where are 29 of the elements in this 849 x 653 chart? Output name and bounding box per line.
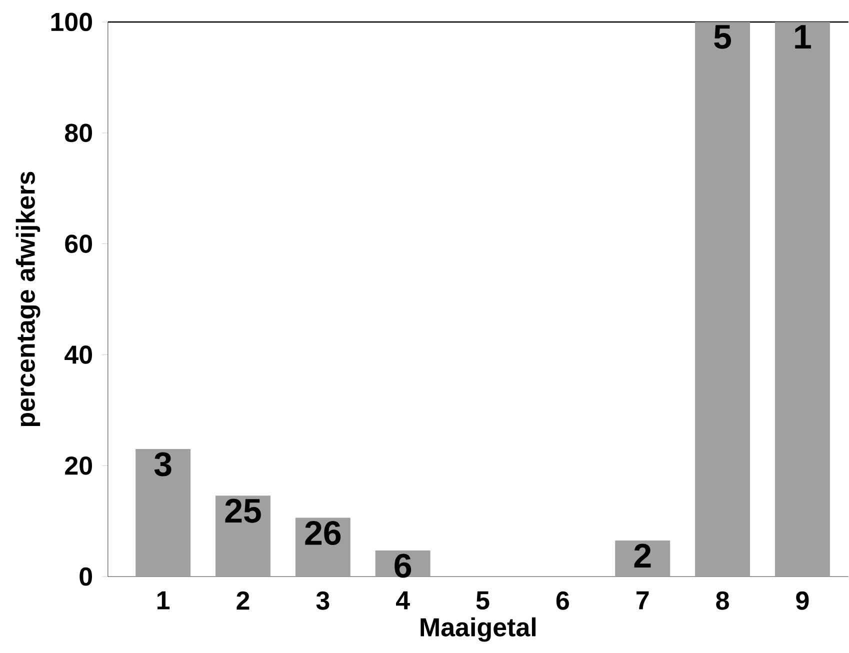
bar	[695, 22, 750, 577]
bar	[216, 496, 270, 577]
x-tick-label: 6	[556, 592, 569, 610]
x-tick-label: 5	[476, 592, 490, 610]
y-tick-label: 100	[51, 13, 92, 32]
x-tick-label: 3	[316, 592, 330, 610]
x-tick-label: 9	[796, 592, 809, 610]
x-tick-label: 7	[636, 592, 649, 610]
bar	[615, 540, 670, 577]
annotation: 26	[305, 521, 341, 546]
bar	[136, 449, 191, 577]
y-axis-title: percentage afwijkers	[16, 172, 40, 426]
x-tick-label: 1	[157, 592, 170, 610]
annotation: 25	[225, 499, 261, 524]
annotation: 5	[714, 25, 732, 50]
x-tick-label: 4	[396, 592, 410, 610]
annotation: 2	[634, 544, 651, 568]
annotation: 1	[795, 25, 811, 49]
annotation: 6	[394, 554, 412, 578]
bar	[774, 22, 830, 577]
y-tick-label: 60	[65, 234, 92, 254]
y-tick-label: 20	[65, 456, 92, 476]
annotation: 3	[154, 452, 172, 477]
y-tick-label: 80	[65, 124, 92, 142]
x-axis-title: Maaigetal	[420, 618, 536, 642]
y-tick-label: 0	[80, 568, 92, 586]
y-tick-label: 40	[64, 346, 92, 364]
x-tick-label: 2	[236, 592, 250, 610]
x-tick-label: 8	[716, 592, 729, 610]
